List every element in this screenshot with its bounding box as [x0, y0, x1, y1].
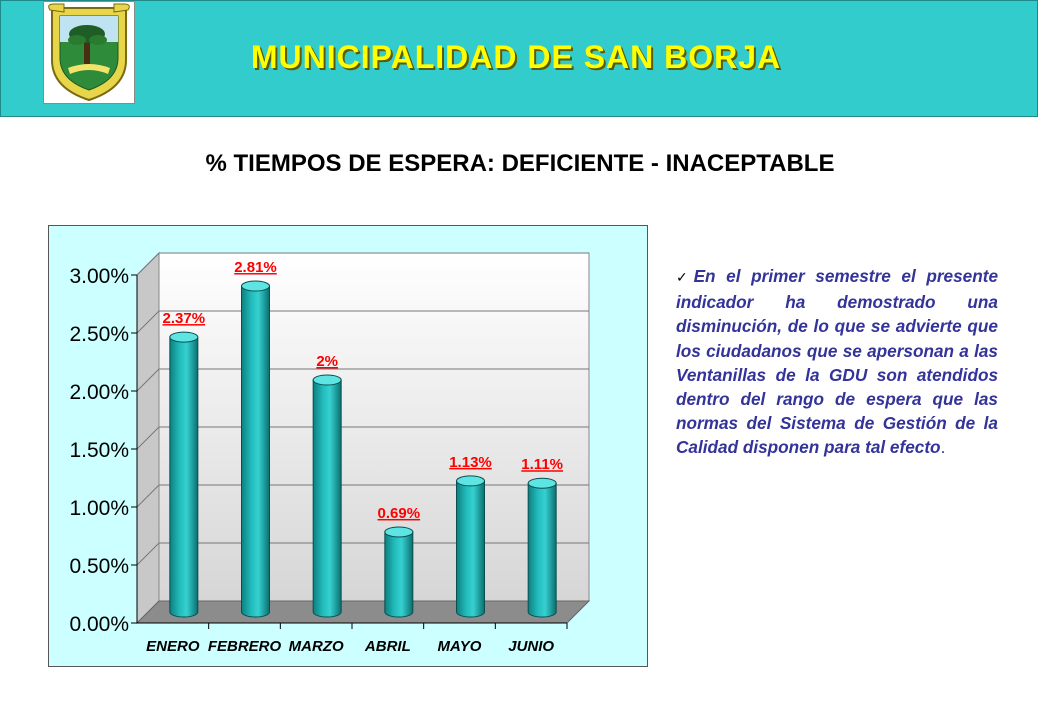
observation-note: ✓En el primer semestre el presente indic…	[676, 264, 998, 460]
y-axis-ticks: 0.00% 0.50% 1.00% 1.50% 2.00% 2.50% 3.00%	[69, 265, 138, 636]
data-labels: 2.37% 2.81% 2% 0.69% 1.13% 1.11%	[163, 259, 563, 522]
x-tick-label: MAYO	[438, 638, 482, 655]
data-label: 1.13%	[449, 454, 492, 471]
header-title: MUNICIPALIDAD DE SAN BORJA	[250, 39, 782, 75]
gridline-side	[136, 542, 160, 566]
bar-body	[312, 379, 342, 618]
y-tick-label: 3.00%	[69, 265, 129, 288]
observation-end: .	[940, 437, 946, 458]
x-tick-label: ABRIL	[364, 638, 411, 655]
gridline-side	[136, 484, 160, 508]
data-label: 2.81%	[234, 259, 277, 276]
y-tick-label: 0.00%	[69, 613, 129, 636]
y-tick-label: 2.50%	[69, 323, 129, 346]
bar-top	[169, 331, 199, 343]
chart-panel: 0.00% 0.50% 1.00% 1.50% 2.00% 2.50% 3.00% 2.37…	[48, 225, 648, 667]
y-tick-label: 1.50%	[69, 439, 129, 462]
chart-plot-area	[135, 251, 591, 625]
header-banner: MUNICIPALIDAD DE SAN BORJA	[0, 0, 1038, 117]
gridline-side	[136, 368, 160, 392]
bar	[456, 475, 485, 618]
bar-chart: 0.00% 0.50% 1.00% 1.50% 2.00% 2.50% 3.00% 2.37…	[69, 251, 591, 655]
data-label: 2.37%	[163, 310, 206, 327]
bar	[312, 374, 342, 618]
bar-body	[169, 336, 199, 618]
bar-body	[241, 285, 270, 618]
bar-top	[384, 526, 414, 538]
bar-body	[456, 480, 485, 618]
chart-gridlines	[136, 252, 589, 566]
x-tick-label: FEBRERO	[208, 638, 282, 655]
bar	[384, 526, 414, 618]
bar-body	[384, 531, 414, 618]
x-tick-label: JUNIO	[508, 638, 554, 655]
data-label: 2%	[316, 353, 338, 370]
municipal-crest-icon	[43, 1, 135, 104]
x-tick-label: ENERO	[146, 638, 200, 655]
observation-text: En el primer semestre el presente indica…	[676, 266, 998, 458]
chart-floor	[135, 600, 591, 624]
bar-top	[312, 374, 342, 386]
bar	[169, 331, 199, 618]
page-subtitle: % TIEMPOS DE ESPERA: DEFICIENTE - INACEP…	[205, 150, 835, 177]
y-tick-label: 2.00%	[69, 381, 129, 404]
bar-body	[527, 482, 557, 618]
gridline-side	[136, 310, 160, 334]
gridline-side	[136, 426, 160, 450]
bar-top	[241, 280, 270, 292]
x-axis-ticks: ENERO FEBRERO MARZO ABRIL MAYO JUNIO	[137, 622, 568, 655]
chart-bars	[169, 280, 557, 618]
gridline-side	[136, 252, 160, 276]
bar	[527, 477, 557, 618]
data-label: 1.11%	[521, 456, 563, 473]
bar	[241, 280, 270, 618]
data-label: 0.69%	[378, 505, 421, 522]
bar-top	[527, 477, 557, 489]
y-tick-label: 0.50%	[69, 555, 129, 578]
y-tick-label: 1.00%	[69, 497, 129, 520]
x-tick-label: MARZO	[289, 638, 344, 655]
checkmark-icon: ✓	[676, 270, 694, 286]
bar-top	[456, 475, 485, 487]
